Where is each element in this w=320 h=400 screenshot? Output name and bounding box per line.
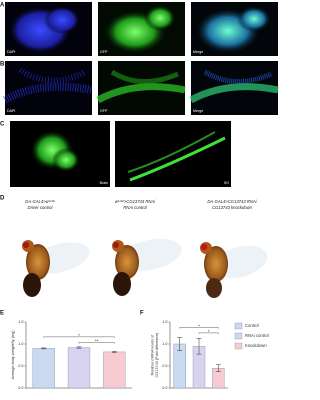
panel-label: F	[140, 311, 144, 317]
genotype: DA-GAL4>w¹¹¹⁸	[25, 199, 55, 204]
image-shape	[113, 242, 119, 248]
image-shape	[115, 245, 139, 279]
significance-label: *	[208, 329, 210, 334]
panel-b-images	[3, 61, 279, 115]
description: Driver control	[28, 205, 54, 210]
image-shape	[200, 243, 208, 251]
image-label: GFP	[100, 109, 108, 113]
significance-label: *	[198, 323, 200, 328]
y-tick-label: 1.5	[162, 320, 167, 324]
significance-bracket	[179, 327, 219, 329]
panel-label: B	[0, 62, 5, 68]
error-bar	[177, 337, 183, 351]
image-shape	[52, 148, 80, 172]
image-shape	[206, 278, 222, 298]
panel-label: E	[0, 311, 4, 317]
legend-label: RNAi control	[245, 333, 269, 338]
image-label: DAPI	[7, 109, 15, 113]
panel-a-images	[5, 2, 278, 56]
image-shape	[96, 83, 186, 104]
image-shape	[129, 136, 226, 182]
y-axis-label: Average body weight/fly (mg)	[11, 330, 15, 380]
legend-label: Knockdown	[245, 343, 267, 348]
image-shape	[23, 242, 29, 248]
panel-label: D	[0, 196, 5, 202]
genotype: w¹¹¹⁸>CG13743 RNAi	[115, 199, 156, 204]
y-tick-label: 0.5	[18, 364, 23, 368]
image-label: Brain	[100, 181, 108, 185]
error-bar	[196, 338, 202, 355]
y-axis-label: Relative mRNA levels of	[151, 334, 155, 376]
image-shape	[127, 131, 216, 173]
significance-bracket	[43, 336, 115, 339]
y-tick-label: 0.5	[162, 364, 167, 368]
panel-d-flies	[22, 238, 268, 298]
image-shape	[44, 6, 80, 34]
y-tick-label: 1.0	[18, 342, 23, 346]
significance-label: **	[95, 338, 99, 343]
description: RNAi control	[123, 205, 148, 210]
image-shape	[18, 67, 87, 84]
panel-label: A	[0, 3, 5, 9]
error-bar	[215, 364, 221, 372]
y-tick-label: 1.0	[162, 342, 167, 346]
significance-label: *	[78, 333, 80, 338]
figure: A B C D E F DAPI GFP Merge DAPI GFP Merg…	[0, 2, 279, 390]
image-label: Merge	[193, 109, 203, 113]
panel-label: C	[0, 122, 5, 128]
image-label: DAPI	[7, 50, 15, 54]
error-bar	[76, 346, 82, 349]
error-bar	[111, 351, 117, 353]
error-bar	[41, 347, 47, 350]
image-label: Merge	[193, 50, 203, 54]
panel-c-images	[10, 121, 231, 187]
image-shape	[110, 69, 179, 85]
image-shape	[3, 82, 93, 104]
image-shape	[144, 5, 176, 31]
image-shape	[26, 244, 50, 280]
image-shape	[237, 6, 271, 32]
significance-bracket	[78, 342, 115, 344]
image-shape	[23, 273, 41, 297]
legend-swatch	[234, 332, 243, 340]
image-label: GFP	[100, 50, 108, 54]
y-tick-label: 1.5	[18, 320, 23, 324]
bar	[67, 347, 91, 389]
legend-label: Control	[245, 323, 259, 328]
y-tick-label: 0.0	[162, 386, 167, 390]
genotype: DA-GAL4>CG13743 RNAi	[207, 199, 257, 204]
image-shape	[189, 83, 279, 104]
legend-swatch	[234, 322, 243, 330]
image-shape	[203, 69, 273, 85]
significance-bracket	[198, 332, 219, 335]
description: CG13743 knockdown	[212, 205, 253, 210]
image-shape	[113, 272, 131, 296]
bar	[32, 348, 55, 389]
image-shape	[204, 246, 228, 282]
image-label: SG	[224, 181, 229, 185]
bar	[103, 351, 126, 389]
y-axis-label: CG13743 (Fold difference)	[155, 332, 159, 378]
figure-panels: A B C D E F DAPI GFP Merge DAPI GFP Merg…	[0, 2, 279, 317]
legend-swatch	[234, 342, 243, 350]
y-tick-label: 0.0	[18, 386, 23, 390]
